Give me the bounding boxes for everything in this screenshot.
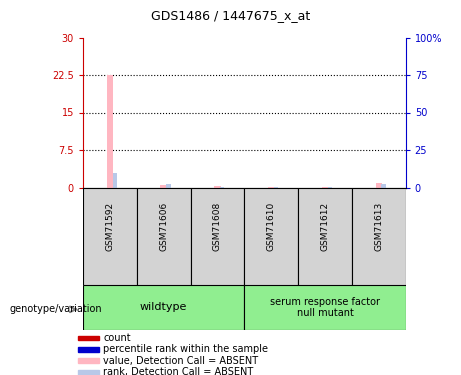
- Text: serum response factor
null mutant: serum response factor null mutant: [270, 297, 380, 318]
- Bar: [352, 188, 406, 285]
- Bar: [112, 172, 117, 188]
- Text: GSM71606: GSM71606: [159, 202, 168, 251]
- Bar: [322, 186, 328, 188]
- Text: GSM71592: GSM71592: [106, 202, 114, 251]
- Bar: [77, 347, 99, 352]
- Text: count: count: [103, 333, 131, 343]
- Bar: [83, 188, 137, 285]
- Bar: [274, 186, 278, 188]
- Text: GSM71613: GSM71613: [374, 202, 383, 251]
- Bar: [190, 188, 244, 285]
- Bar: [160, 185, 167, 188]
- Bar: [376, 183, 382, 188]
- Bar: [166, 183, 171, 188]
- Text: genotype/variation: genotype/variation: [9, 304, 102, 314]
- Bar: [328, 186, 332, 188]
- Text: GDS1486 / 1447675_x_at: GDS1486 / 1447675_x_at: [151, 9, 310, 22]
- Bar: [77, 336, 99, 340]
- Bar: [244, 188, 298, 285]
- Bar: [244, 285, 406, 330]
- Bar: [137, 188, 190, 285]
- Text: rank, Detection Call = ABSENT: rank, Detection Call = ABSENT: [103, 367, 254, 375]
- Bar: [268, 186, 274, 188]
- Text: value, Detection Call = ABSENT: value, Detection Call = ABSENT: [103, 356, 258, 366]
- Bar: [83, 285, 244, 330]
- Bar: [214, 186, 221, 188]
- Bar: [106, 75, 113, 188]
- Bar: [381, 183, 386, 188]
- Bar: [220, 186, 225, 188]
- Text: GSM71612: GSM71612: [320, 202, 330, 251]
- Bar: [77, 358, 99, 363]
- Text: wildtype: wildtype: [140, 303, 187, 312]
- Text: GSM71608: GSM71608: [213, 202, 222, 251]
- Text: percentile rank within the sample: percentile rank within the sample: [103, 344, 268, 354]
- Bar: [298, 188, 352, 285]
- Bar: [77, 370, 99, 375]
- Text: GSM71610: GSM71610: [267, 202, 276, 251]
